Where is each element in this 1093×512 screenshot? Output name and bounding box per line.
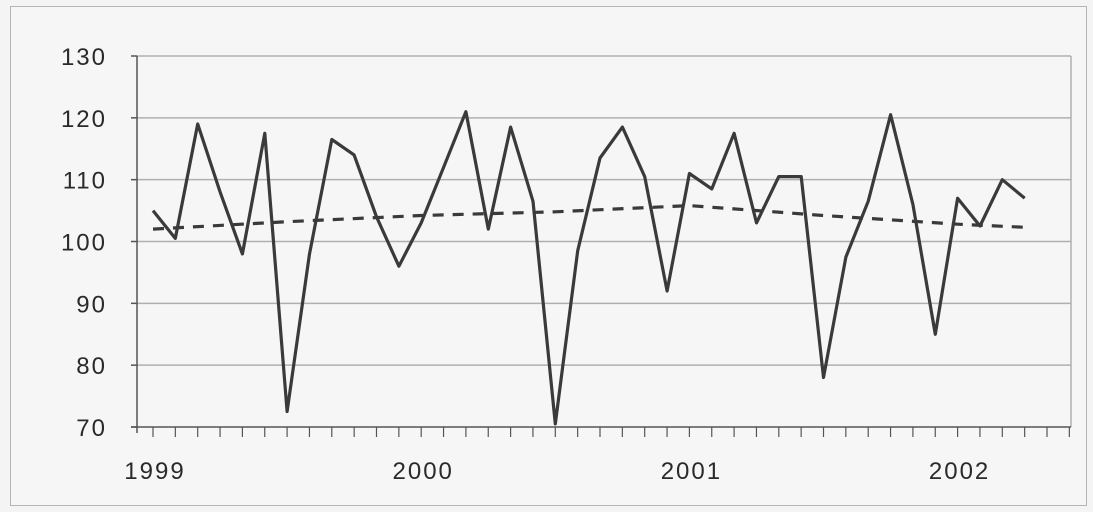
- label-layer: 130 120 110 100 90 80 70 1999 2000 2001 2002: [61, 44, 990, 485]
- x-tick-label: 2000: [393, 458, 454, 485]
- y-tick-label: 90: [76, 291, 107, 318]
- chart-frame: 130 120 110 100 90 80 70 1999 2000 2001 2002: [10, 6, 1087, 506]
- y-tick-label: 70: [76, 415, 107, 442]
- index-line: [151, 110, 1026, 426]
- x-tick-label: 1999: [124, 458, 185, 485]
- y-tick-label: 100: [61, 230, 107, 257]
- line-chart: 130 120 110 100 90 80 70 1999 2000 2001 2002: [61, 44, 1072, 485]
- x-tick-label: 2002: [929, 458, 990, 485]
- y-tick-label: 110: [63, 168, 107, 195]
- x-tick-label: 2001: [661, 458, 722, 485]
- axis-layer: [131, 55, 1072, 437]
- trend-line: [152, 204, 1025, 231]
- y-tick-label: 80: [76, 353, 107, 380]
- series-layer: [151, 110, 1026, 426]
- grid-layer: [137, 55, 1071, 366]
- y-tick-label: 120: [61, 106, 107, 133]
- y-tick-label: 130: [61, 44, 107, 71]
